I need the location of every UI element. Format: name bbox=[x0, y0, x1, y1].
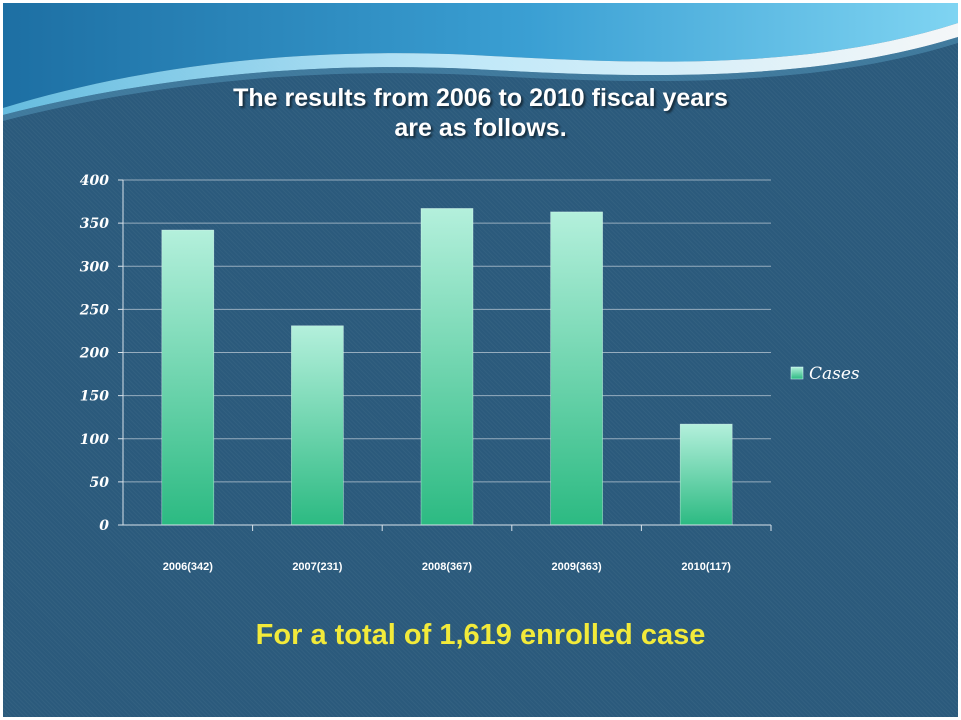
y-tick-label-0: 0 bbox=[99, 518, 109, 534]
bar-2008(367) bbox=[420, 208, 474, 526]
y-tick-label-200: 200 bbox=[79, 346, 109, 362]
legend: Cases bbox=[790, 364, 860, 384]
tick-labels: 0 50 100 150 200 250 300 350 400 2006(342) 2007(23… bbox=[79, 173, 732, 573]
bar-chart: 0 50 100 150 200 250 300 350 400 2006(342) 2007(23… bbox=[79, 173, 860, 573]
bar-2009(363) bbox=[550, 211, 603, 526]
bar-2006(342) bbox=[161, 229, 215, 526]
x-tick-label-2007(231): 2007(231) bbox=[292, 561, 342, 573]
bars bbox=[161, 208, 733, 526]
y-tick-label-50: 50 bbox=[90, 475, 110, 491]
total-cases-caption: For a total of 1,619 enrolled case bbox=[255, 619, 706, 651]
x-tick-label-2010(117): 2010(117) bbox=[681, 561, 731, 573]
y-tick-label-150: 150 bbox=[80, 389, 109, 405]
y-tick-label-100: 100 bbox=[80, 432, 109, 448]
y-tick-label-250: 250 bbox=[79, 302, 109, 318]
legend-label-cases: Cases bbox=[809, 364, 860, 384]
slide-title-line1: The results from 2006 to 2010 fiscal yea… bbox=[233, 84, 728, 112]
y-tick-label-350: 350 bbox=[80, 216, 109, 232]
bar-2010(117) bbox=[679, 423, 733, 526]
x-tick-label-2006(342): 2006(342) bbox=[163, 561, 213, 573]
y-tick-label-300: 300 bbox=[80, 259, 109, 275]
slide-title-line2: are as follows. bbox=[394, 114, 567, 142]
legend-swatch-cases bbox=[790, 366, 804, 380]
axes bbox=[118, 179, 772, 531]
slide-title: The results from 2006 to 2010 fiscal yea… bbox=[3, 83, 958, 143]
slide: The results from 2006 to 2010 fiscal yea… bbox=[3, 3, 958, 717]
slide-header-swoosh bbox=[3, 3, 958, 121]
x-tick-label-2009(363): 2009(363) bbox=[552, 561, 602, 573]
y-tick-label-400: 400 bbox=[80, 173, 109, 189]
bar-2007(231) bbox=[291, 325, 344, 526]
x-tick-label-2008(367): 2008(367) bbox=[422, 561, 472, 573]
